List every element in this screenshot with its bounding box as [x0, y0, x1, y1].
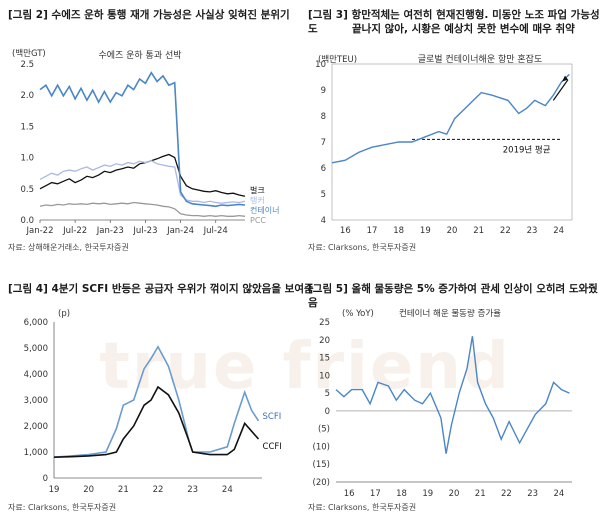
- figure-3-source: 자료: Clarksons, 한국투자증권: [308, 243, 417, 252]
- y-tick-label: 0.5: [20, 185, 34, 195]
- y-tick-label: 0.0: [20, 216, 34, 226]
- x-tick-label: 22: [501, 489, 512, 499]
- x-tick-label: 17: [370, 489, 381, 499]
- y-tick-label: 1,000: [24, 448, 48, 458]
- y-tick-label: (20): [313, 478, 330, 488]
- x-tick-label: 18: [393, 226, 404, 236]
- series-line-SCFI: [53, 345, 260, 458]
- series-end-label: CCFI: [263, 442, 282, 452]
- figure-3-title-2: 끝나지 않아, 시황은 예상치 못한 변수에 매우 취약: [352, 23, 575, 35]
- x-tick-label: 21: [118, 485, 129, 495]
- y-tick-label: (5): [318, 425, 330, 435]
- figure-4-source: 자료: Clarksons, 한국투자증권: [8, 503, 117, 512]
- series-line-벌크: [39, 153, 246, 197]
- y-tick-label: 4: [321, 216, 326, 226]
- y-tick-label: 6: [321, 164, 326, 174]
- series-line-컨테이너: [39, 71, 246, 208]
- y-unit-label: (백만GT): [12, 48, 46, 59]
- x-tick-label: 24: [553, 226, 564, 236]
- y-tick-label: 3,000: [24, 396, 48, 406]
- x-tick-label: Jan-22: [26, 226, 54, 236]
- x-tick-label: Jul-22: [62, 226, 87, 236]
- y-tick-label: 25: [319, 318, 330, 328]
- x-tick-label: 22: [500, 226, 511, 236]
- y-tick-label: 10: [319, 371, 330, 381]
- y-tick-label: 1.0: [20, 154, 34, 164]
- x-tick-label: Jul-24: [203, 226, 228, 236]
- y-tick-label: 15: [319, 354, 330, 364]
- trend-arrow: [552, 79, 569, 101]
- x-tick-label: 16: [340, 226, 351, 236]
- series-line-항만 혼잡도: [331, 73, 570, 164]
- x-tick-label: Jan-24: [166, 226, 194, 236]
- y-unit-label: (백만TEU): [318, 54, 357, 65]
- x-tick-label: 24: [222, 485, 233, 495]
- x-tick-label: Jul-23: [132, 226, 157, 236]
- y-tick-label: 4,000: [24, 370, 48, 380]
- y-tick-label: 5,000: [24, 344, 48, 354]
- y-tick-label: 2.5: [20, 60, 34, 70]
- series-line-CCFI: [53, 385, 260, 458]
- watermark: true friend: [99, 330, 511, 404]
- legend-label: 벌크: [250, 185, 265, 195]
- figure-3-chart: 글로벌 컨테이너해운 항만 혼잡도 (백만TEU) 4 5 6 7 8 9 10 16 17 18…: [315, 53, 573, 236]
- figure-5-title: [그림 5] 올해 물동량은 5% 증가하여 관세 인상이 오히려 도와줬음: [308, 283, 598, 309]
- y-unit-label: (p): [58, 309, 70, 319]
- figure-3-title-1: [그림 3] 항만적체는 여전히 현재진행형. 미동안 노조 파업 가능성도: [308, 9, 600, 35]
- x-tick-label: 22: [153, 485, 164, 495]
- figure-2-source: 자료: 상해해운거래소, 한국투자증권: [8, 243, 129, 252]
- figure-5-source: 자료: Clarksons, 한국투자증권: [308, 503, 417, 512]
- y-tick-label: 20: [319, 336, 330, 346]
- y-tick-label: (10): [313, 442, 330, 452]
- y-tick-label: 0: [43, 474, 48, 484]
- figure-4-title: [그림 4] 4분기 SCFI 반등은 공급자 우위가 꺾이지 않았음을 보여줌: [8, 283, 314, 295]
- x-tick-label: 20: [449, 489, 460, 499]
- figure-4-chart: (p) 0 1,000 2,000 3,000 4,000 5,000 6,000 19 20 2…: [24, 309, 282, 495]
- figure-2-title: [그림 2] 수에즈 운하 통행 재개 가능성은 사실상 잊혀진 분위기: [8, 9, 290, 21]
- x-tick-label: 19: [49, 485, 60, 495]
- y-tick-label: 10: [315, 60, 326, 70]
- x-tick-label: 24: [553, 489, 564, 499]
- y-tick-label: 1.5: [20, 122, 34, 132]
- legend-label: PCC: [250, 216, 266, 225]
- series-line-PCC: [39, 201, 246, 217]
- series-line-탱커: [39, 159, 246, 204]
- y-tick-label: 2,000: [24, 422, 48, 432]
- legend-label: 탱커: [250, 195, 265, 205]
- x-tick-label: 23: [527, 489, 538, 499]
- x-tick-label: 23: [527, 226, 538, 236]
- chart-title: 수에즈 운하 통과 선박: [98, 50, 181, 61]
- x-tick-label: 20: [83, 485, 94, 495]
- x-tick-label: 21: [473, 226, 484, 236]
- avg-label: 2019년 평균: [503, 144, 551, 155]
- y-tick-label: 8: [321, 112, 326, 122]
- x-tick-label: Jan-23: [96, 226, 124, 236]
- y-tick-label: (15): [313, 460, 330, 470]
- y-tick-label: 7: [321, 138, 326, 148]
- chart-title: 글로벌 컨테이너해운 항만 혼잡도: [418, 53, 543, 65]
- x-tick-label: 16: [344, 489, 355, 499]
- x-tick-label: 18: [396, 489, 407, 499]
- series-line-물동량 증가율: [335, 336, 570, 454]
- x-tick-label: 19: [420, 226, 431, 236]
- y-tick-label: 9: [321, 86, 326, 96]
- legend-label: 컨테이너: [250, 205, 279, 215]
- chart-title: 컨테이너 해운 물동량 증가율: [399, 308, 501, 319]
- series-end-label: SCFI: [263, 412, 282, 422]
- y-tick-label: 6,000: [24, 318, 48, 328]
- x-tick-label: 23: [187, 485, 198, 495]
- x-tick-label: 20: [447, 226, 458, 236]
- figure-5-chart: 컨테이너 해운 물동량 증가율 (% YoY) 25 20 15 10 5 0 (5) (10…: [313, 308, 572, 499]
- y-unit-label: (% YoY): [342, 309, 374, 319]
- x-tick-label: 21: [475, 489, 486, 499]
- x-tick-label: 19: [422, 489, 433, 499]
- y-tick-label: 5: [321, 190, 326, 200]
- trend-arrow-head: [562, 75, 568, 82]
- figure-2-chart: 수에즈 운하 통과 선박 (백만GT) 0.0 0.5 1.0 1.5 2.0 2.5 Ja…: [12, 48, 279, 236]
- y-tick-label: 0: [325, 407, 330, 417]
- y-tick-label: 2.0: [20, 91, 34, 101]
- x-tick-label: 17: [367, 226, 378, 236]
- y-tick-label: 5: [325, 389, 330, 399]
- plot-frame: [331, 63, 573, 221]
